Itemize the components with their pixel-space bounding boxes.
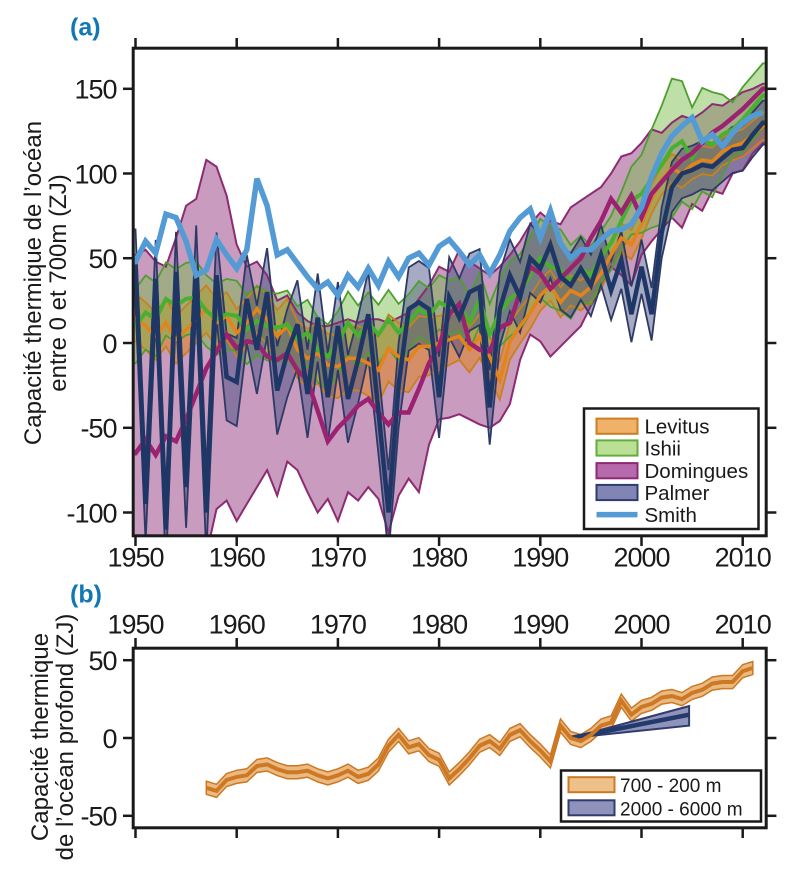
svg-text:2000 - 6000 m: 2000 - 6000 m (620, 799, 743, 820)
svg-text:2000: 2000 (613, 610, 669, 640)
svg-text:1990: 1990 (512, 543, 568, 573)
svg-text:50: 50 (88, 646, 116, 676)
svg-text:2010: 2010 (715, 610, 771, 640)
svg-text:1970: 1970 (310, 610, 366, 640)
svg-text:700 - 200 m: 700 - 200 m (620, 776, 721, 797)
svg-text:2010: 2010 (715, 543, 771, 573)
svg-text:2000: 2000 (613, 543, 669, 573)
svg-text:1990: 1990 (512, 610, 568, 640)
svg-text:1980: 1980 (411, 610, 467, 640)
svg-text:50: 50 (88, 244, 116, 274)
svg-text:1960: 1960 (209, 610, 265, 640)
svg-text:1950: 1950 (107, 543, 163, 573)
svg-text:Capacité thermique de l’océan: Capacité thermique de l’océan (20, 121, 47, 445)
svg-text:(a): (a) (70, 14, 101, 42)
svg-text:Domingues: Domingues (645, 460, 749, 483)
svg-text:0: 0 (102, 329, 116, 359)
svg-text:1950: 1950 (107, 610, 163, 640)
svg-text:150: 150 (74, 75, 116, 105)
svg-text:Ishii: Ishii (645, 437, 681, 460)
svg-text:1960: 1960 (209, 543, 265, 573)
svg-text:-100: -100 (66, 498, 116, 528)
svg-text:Levitus: Levitus (645, 416, 710, 439)
svg-text:-50: -50 (80, 414, 116, 444)
svg-text:(b): (b) (70, 581, 102, 609)
svg-text:1970: 1970 (310, 543, 366, 573)
svg-text:1980: 1980 (411, 543, 467, 573)
svg-text:0: 0 (102, 724, 116, 754)
svg-text:-50: -50 (80, 802, 116, 832)
svg-text:entre 0 et 700m (ZJ): entre 0 et 700m (ZJ) (45, 174, 72, 391)
svg-text:Palmer: Palmer (645, 482, 710, 505)
svg-text:100: 100 (74, 159, 116, 189)
svg-text:Capacité thermique: Capacité thermique (27, 633, 54, 841)
svg-text:de l’océan profond (ZJ): de l’océan profond (ZJ) (52, 614, 79, 861)
svg-text:Smith: Smith (645, 504, 697, 527)
